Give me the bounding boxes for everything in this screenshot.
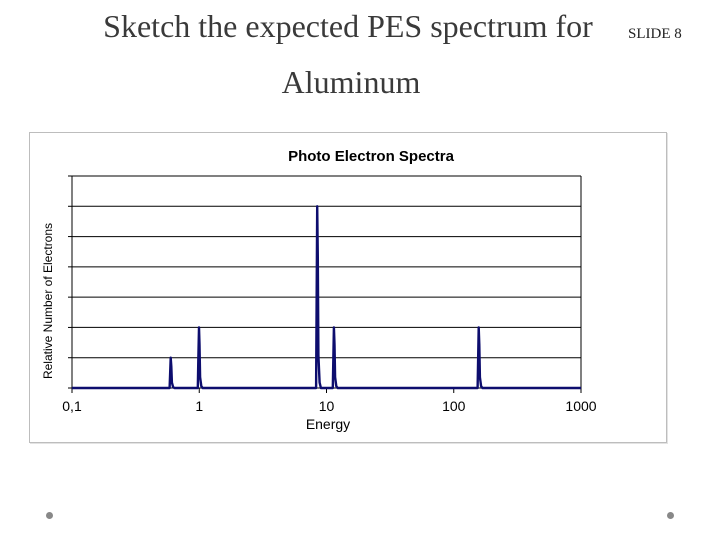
spectrum-line <box>72 205 581 390</box>
x-tick-label: 10 <box>319 398 335 414</box>
gridlines <box>72 175 581 359</box>
slide-title-line-1: Sketch the expected PES spectrum for <box>103 8 593 44</box>
chart-title: Photo Electron Spectra <box>288 148 455 165</box>
bullet-dot-left <box>46 512 53 519</box>
axes <box>68 175 582 393</box>
y-axis-label: Relative Number of Electrons <box>41 223 55 379</box>
spectrum-series <box>72 205 581 390</box>
x-axis-label: Energy <box>306 416 350 432</box>
tick-labels: 0,1 1 10 100 1000 <box>62 398 597 414</box>
x-tick-label: 100 <box>442 398 466 414</box>
bullet-dot-right <box>667 512 674 519</box>
pes-chart: Photo Electron Spectra Relative Number o… <box>41 148 597 432</box>
x-tick-label: 0,1 <box>62 398 82 414</box>
slide-number: SLIDE 8 <box>628 26 682 42</box>
x-tick-label: 1 <box>195 398 203 414</box>
x-tick-label: 1000 <box>565 398 596 414</box>
chart-container: Photo Electron Spectra Relative Number o… <box>29 132 667 443</box>
slide-title-line-2: Aluminum <box>281 64 421 100</box>
